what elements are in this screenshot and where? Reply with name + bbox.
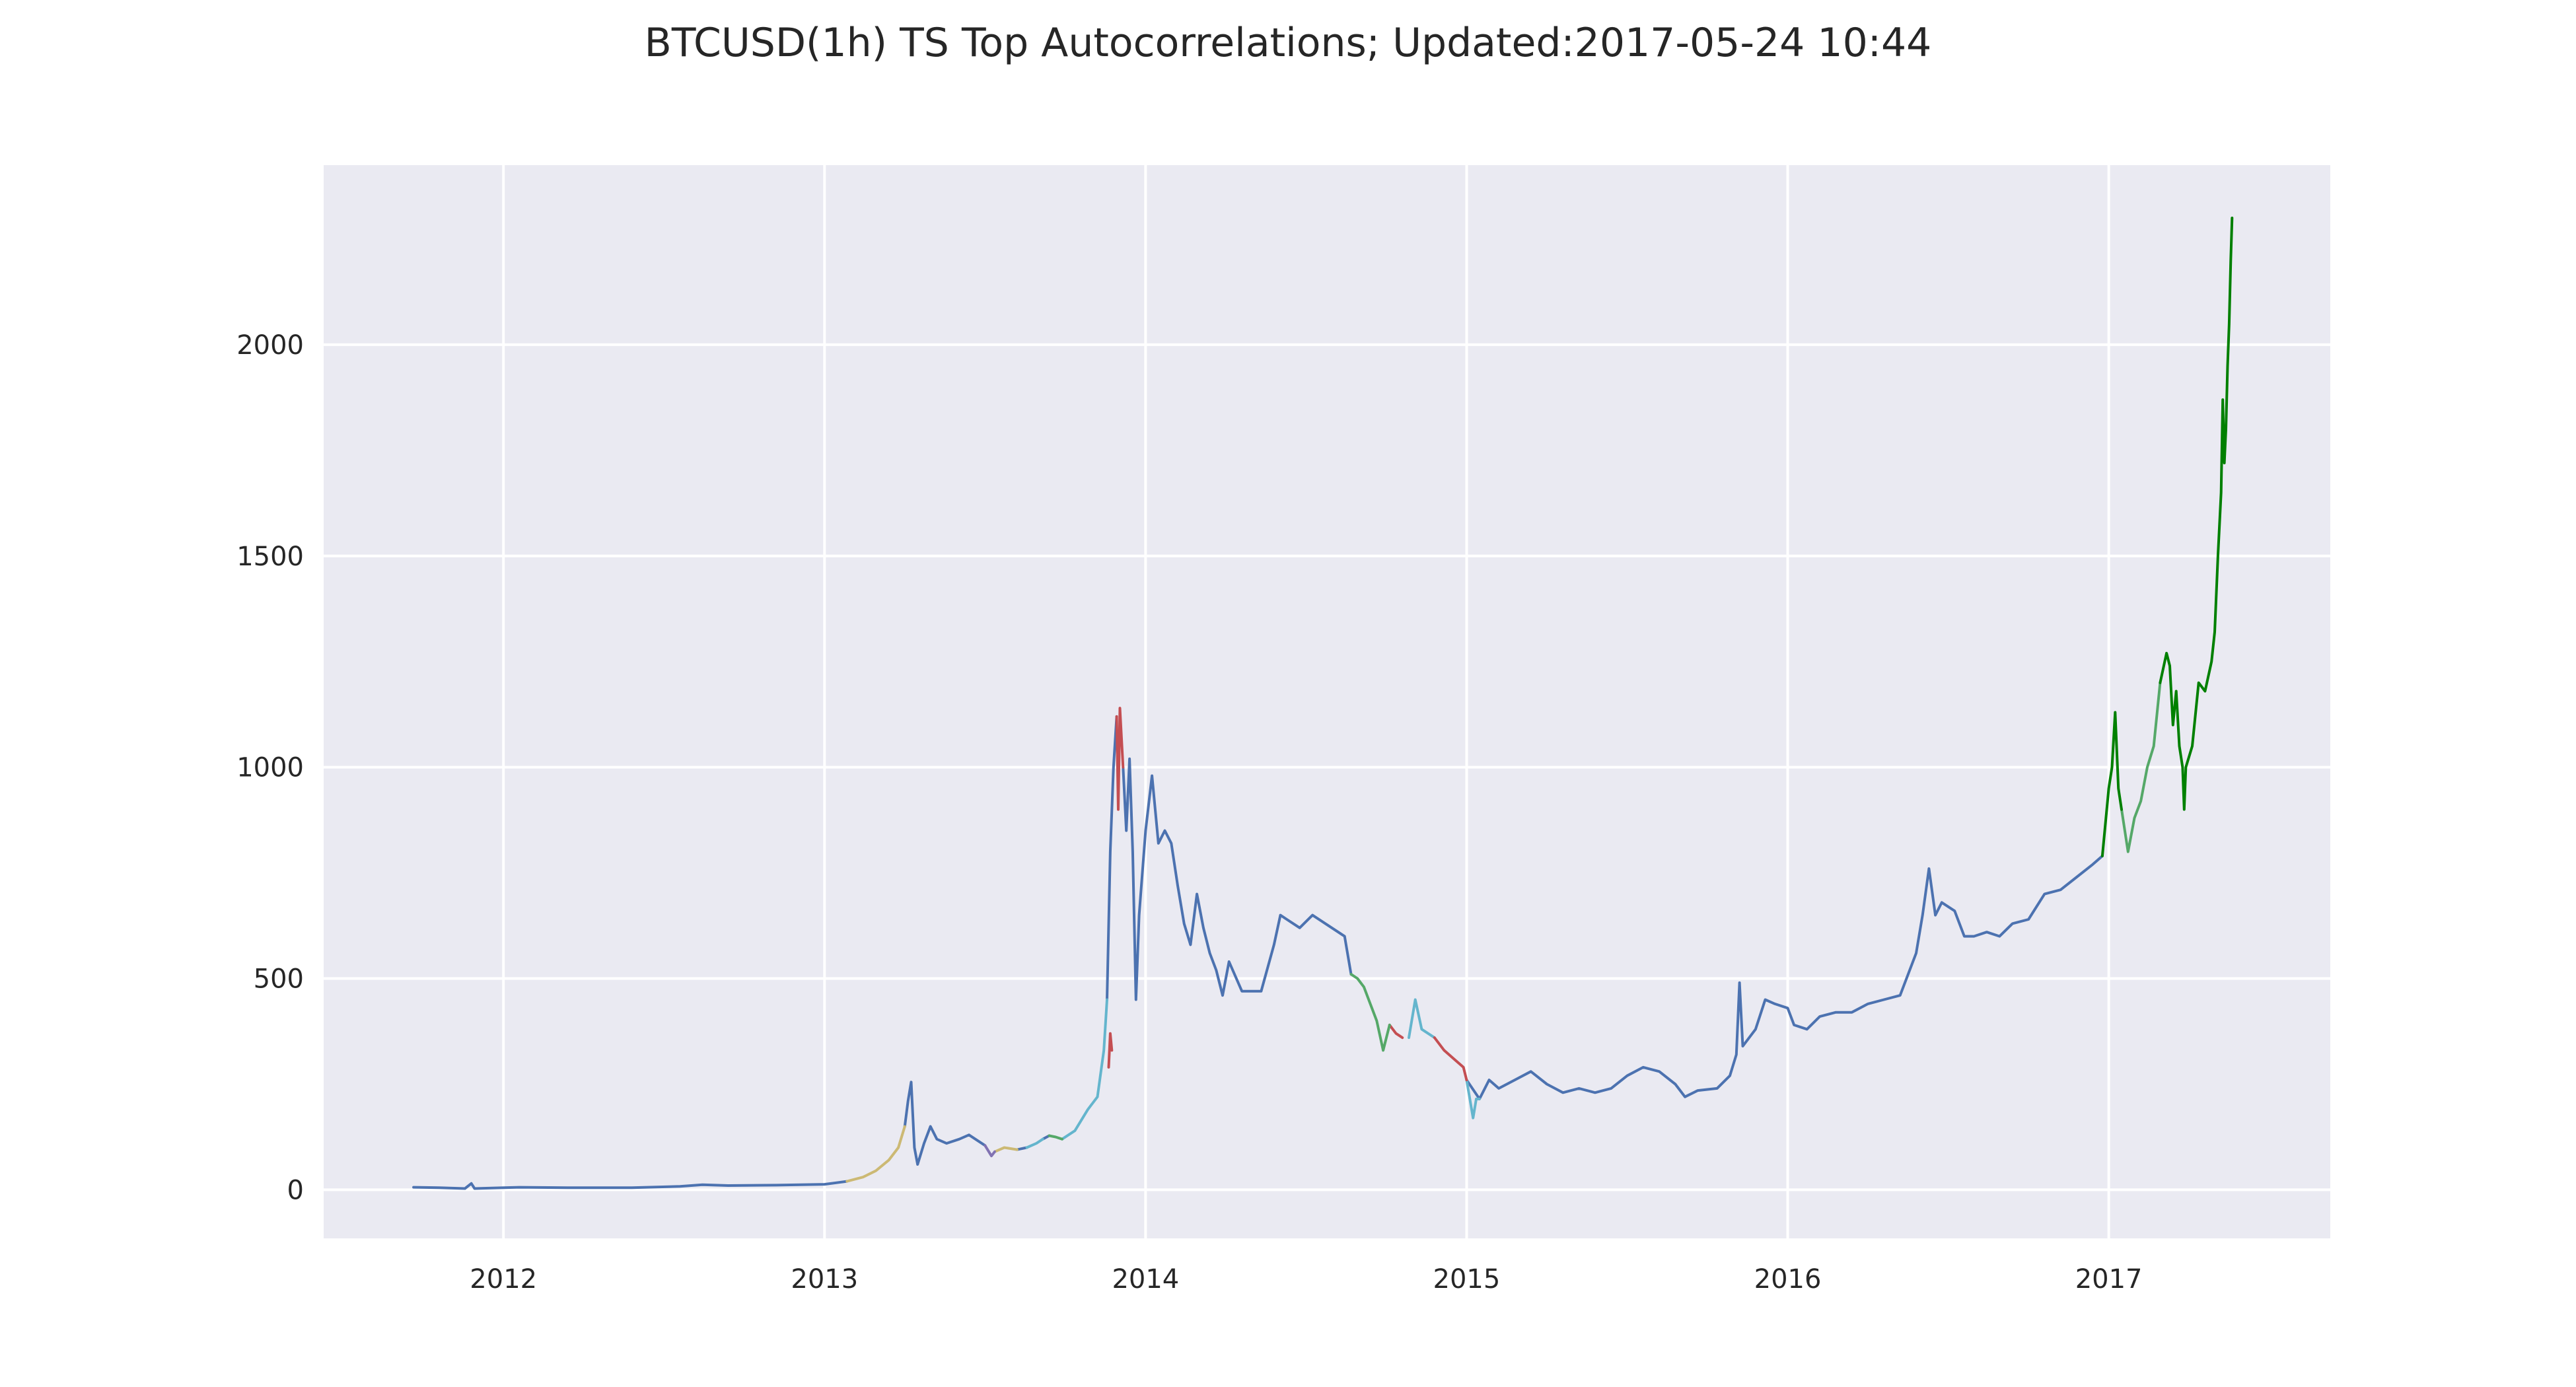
x-tick-label: 2017 [2075, 1264, 2143, 1295]
x-tick-label: 2012 [470, 1264, 537, 1295]
x-tick-label: 2014 [1112, 1264, 1179, 1295]
series-line-0 [412, 715, 2104, 1190]
chart-title: BTCUSD(1h) TS Top Autocorrelations; Upda… [645, 20, 1932, 66]
series-line-2 [984, 1144, 996, 1158]
x-tick-label: 2015 [1433, 1264, 1501, 1295]
y-tick-label: 1500 [236, 542, 304, 572]
x-tick-label: 2013 [791, 1264, 858, 1295]
series-layer [412, 217, 2234, 1190]
plot-area [324, 165, 2330, 1238]
series-line-5 [1048, 681, 2162, 1141]
series-line-1 [845, 1125, 1019, 1183]
series-line-4 [1107, 707, 1468, 1082]
y-tick-label: 2000 [236, 330, 304, 361]
tick-layer: 2012 2013 2014 2015 2016 2017 0 500 1000 1500 2000 [236, 330, 2142, 1295]
series-line-6 [2100, 217, 2234, 857]
y-tick-label: 500 [254, 964, 304, 995]
y-tick-label: 1000 [236, 753, 304, 783]
y-tick-label: 0 [287, 1175, 304, 1205]
x-tick-label: 2016 [1754, 1264, 1822, 1295]
grid-layer [324, 165, 2330, 1238]
series-line-3 [1025, 998, 1481, 1149]
